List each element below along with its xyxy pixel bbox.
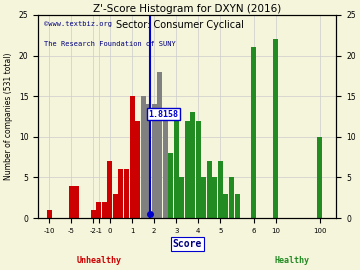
Text: ©www.textbiz.org: ©www.textbiz.org — [44, 21, 112, 27]
Bar — [152, 104, 157, 218]
Bar — [47, 210, 51, 218]
Bar — [118, 169, 123, 218]
Bar — [91, 210, 96, 218]
Bar — [69, 185, 74, 218]
Bar — [124, 169, 129, 218]
X-axis label: Score: Score — [172, 239, 202, 249]
Bar — [229, 177, 234, 218]
Bar — [74, 185, 79, 218]
Text: Healthy: Healthy — [275, 256, 310, 265]
Bar — [96, 202, 102, 218]
Bar — [168, 153, 173, 218]
Text: Unhealthy: Unhealthy — [76, 256, 121, 265]
Bar — [318, 137, 323, 218]
Y-axis label: Number of companies (531 total): Number of companies (531 total) — [4, 53, 13, 180]
Bar — [130, 96, 135, 218]
Bar — [196, 121, 201, 218]
Bar — [273, 39, 278, 218]
Bar — [157, 72, 162, 218]
Bar — [251, 48, 256, 218]
Title: Z'-Score Histogram for DXYN (2016): Z'-Score Histogram for DXYN (2016) — [93, 4, 282, 14]
Text: The Research Foundation of SUNY: The Research Foundation of SUNY — [44, 41, 176, 47]
Bar — [218, 161, 223, 218]
Bar — [107, 161, 112, 218]
Text: Sector: Consumer Cyclical: Sector: Consumer Cyclical — [116, 20, 244, 30]
Bar — [185, 121, 190, 218]
Bar — [163, 113, 168, 218]
Bar — [201, 177, 206, 218]
Bar — [190, 113, 195, 218]
Bar — [135, 121, 140, 218]
Text: 1.8158: 1.8158 — [148, 110, 179, 119]
Bar — [141, 96, 145, 218]
Bar — [179, 177, 184, 218]
Bar — [146, 104, 151, 218]
Bar — [102, 202, 107, 218]
Bar — [207, 161, 212, 218]
Bar — [234, 194, 239, 218]
Bar — [113, 194, 118, 218]
Bar — [224, 194, 229, 218]
Bar — [174, 121, 179, 218]
Bar — [212, 177, 217, 218]
